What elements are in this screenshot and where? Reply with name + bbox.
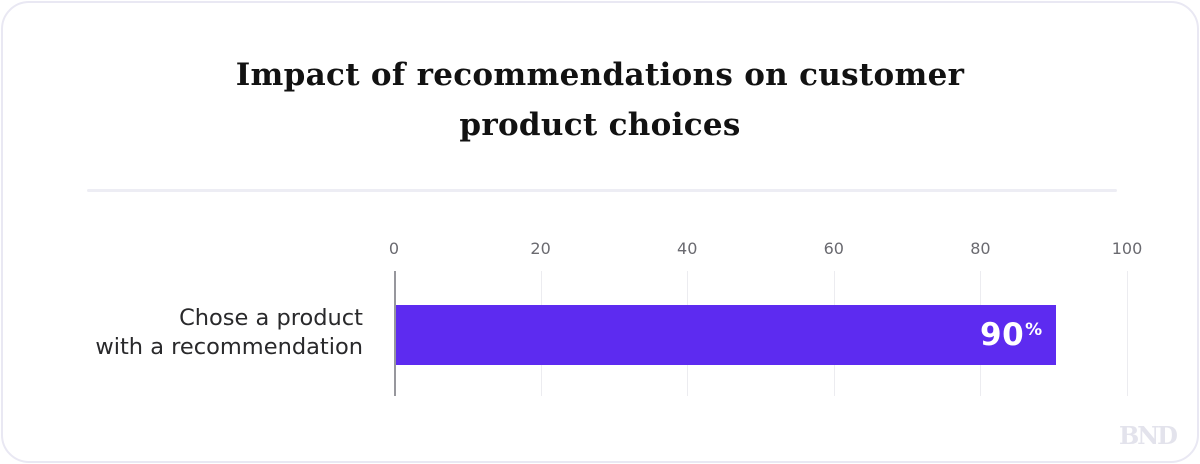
chart-title: Impact of recommendations on customer pr… [3,50,1197,150]
bnd-logo: BND [1118,421,1178,450]
chart-title-line-2: product choices [459,107,741,143]
x-tick-label-40: 40 [677,239,698,258]
x-tick-label-100: 100 [1111,239,1143,258]
category-label: Chose a product with a recommendation [43,304,363,362]
x-tick-label-80: 80 [970,239,991,258]
chart-title-line-1: Impact of recommendations on customer [235,57,965,93]
x-axis-ticks: 0 20 40 60 80 100 [389,239,1142,258]
category-label-line-1: Chose a product [179,305,363,331]
x-tick-label-60: 60 [823,239,844,258]
y-axis-line [394,271,396,396]
bar-value-label: 90% [980,316,1043,353]
bar-chose-product: 90% [396,305,1056,365]
bar-value-percent-sign: % [1025,319,1043,340]
x-tick-label-20: 20 [530,239,551,258]
x-tick-label-0: 0 [388,239,400,258]
category-label-line-2: with a recommendation [95,334,363,360]
bar-value-number: 90 [980,316,1025,353]
plot-area: 0 20 40 60 80 100 90% [389,239,1142,399]
title-divider [87,189,1117,192]
gridline-100 [1127,271,1128,396]
